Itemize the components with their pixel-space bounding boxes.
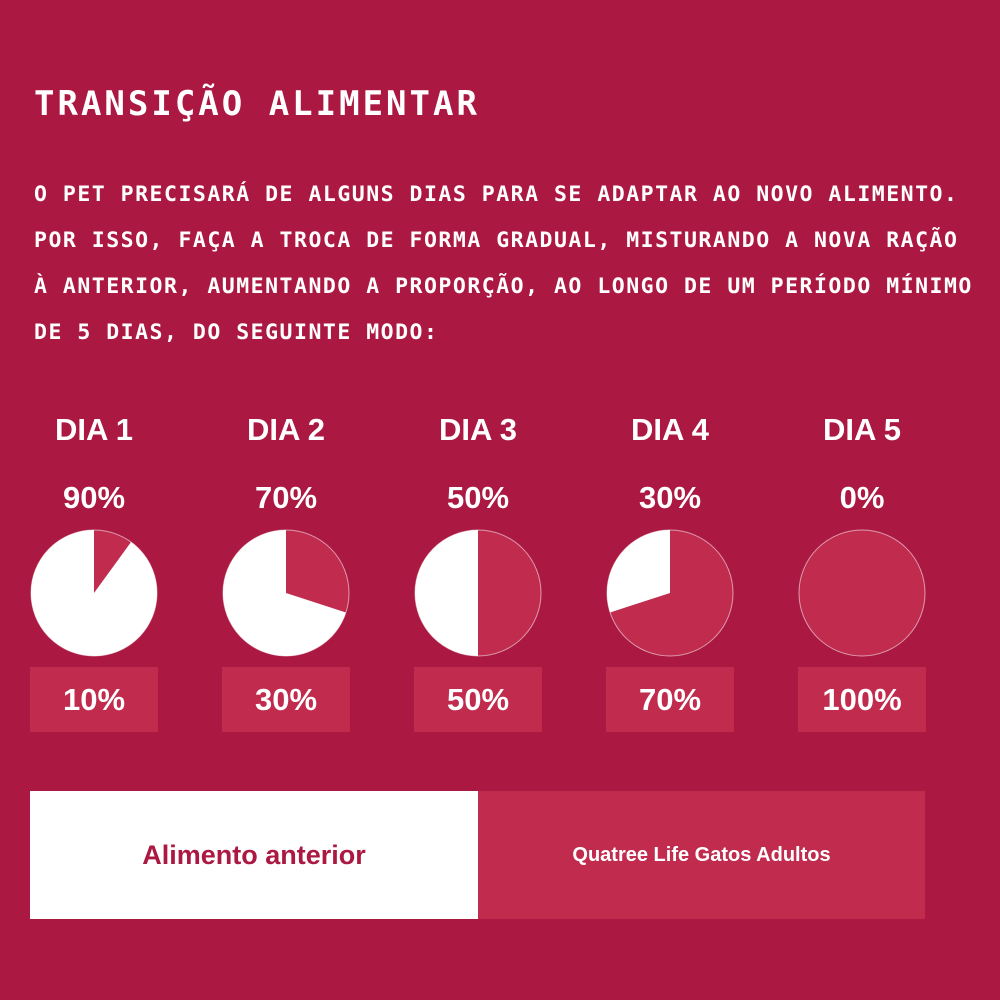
- legend-new-food: Quatree Life Gatos Adultos: [478, 791, 925, 919]
- day-label: DIA 4: [630, 412, 710, 447]
- new-food-percent-box: 50%: [414, 667, 542, 732]
- pie-outline: [222, 529, 350, 657]
- legend-old-food: Alimento anterior: [30, 791, 478, 919]
- intro-line: POR ISSO, FAÇA A TROCA DE FORMA GRADUAL,…: [34, 228, 959, 253]
- pie-slice-old-food: [415, 530, 478, 656]
- old-food-percent-label: 0%: [839, 480, 885, 515]
- pie-chart: [606, 529, 734, 657]
- day-label: DIA 3: [438, 412, 518, 447]
- pie-outline: [798, 529, 926, 657]
- pie-chart: [414, 529, 542, 657]
- intro-line: O PET PRECISARÁ DE ALGUNS DIAS PARA SE A…: [34, 182, 959, 207]
- pie-chart: [30, 529, 158, 657]
- day-label: DIA 5: [822, 412, 902, 447]
- pie-outline: [414, 529, 542, 657]
- intro-line: DE 5 DIAS, DO SEGUINTE MODO:: [34, 320, 439, 345]
- day-label: DIA 1: [54, 412, 134, 447]
- old-food-percent-label: 70%: [254, 480, 318, 515]
- new-food-percent-box: 30%: [222, 667, 350, 732]
- page-title: TRANSIÇÃO ALIMENTAR: [34, 84, 480, 124]
- pie-outline: [606, 529, 734, 657]
- pie-slice-new-food: [799, 530, 925, 656]
- intro-line: À ANTERIOR, AUMENTANDO A PROPORÇÃO, AO L…: [34, 274, 973, 299]
- old-food-percent-label: 90%: [62, 480, 126, 515]
- pie-slice-old-food: [607, 530, 670, 613]
- pie-chart: [222, 529, 350, 657]
- old-food-percent-label: 50%: [446, 480, 510, 515]
- new-food-percent-box: 10%: [30, 667, 158, 732]
- new-food-percent-box: 70%: [606, 667, 734, 732]
- pie-slice-old-food: [223, 530, 346, 656]
- day-label: DIA 2: [246, 412, 326, 447]
- pie-outline: [30, 529, 158, 657]
- pie-chart: [798, 529, 926, 657]
- new-food-percent-box: 100%: [798, 667, 926, 732]
- old-food-percent-label: 30%: [638, 480, 702, 515]
- pie-slice-old-food: [31, 530, 157, 656]
- intro-text: O PET PRECISARÁ DE ALGUNS DIAS PARA SE A…: [34, 172, 984, 356]
- legend: Alimento anterior Quatree Life Gatos Adu…: [30, 791, 925, 919]
